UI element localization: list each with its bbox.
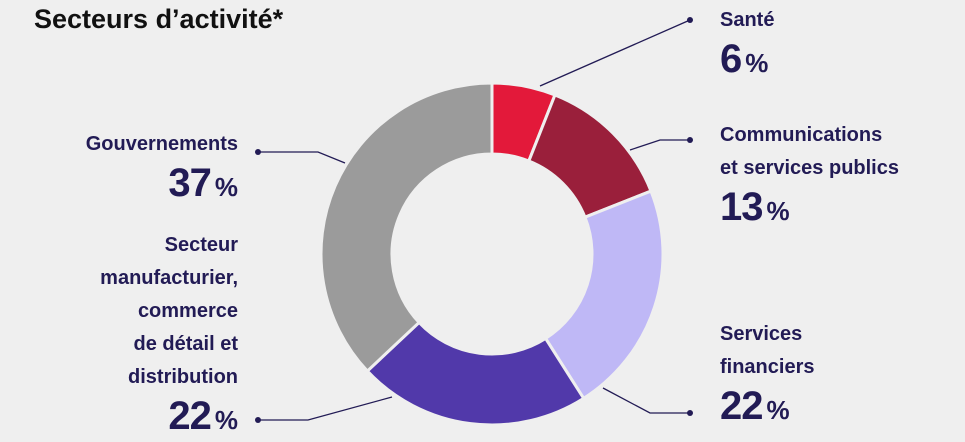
segment-label: Services financiers 22% [720,318,814,432]
leader-dot [255,417,261,423]
value-unit: % [214,405,238,435]
value-unit: % [745,48,769,78]
value-label: 22% [720,384,814,432]
leader-line [602,387,690,414]
value-label: 37% [86,161,238,209]
value-number: 6 [720,37,742,81]
category-label: Secteur manufacturier, commerce de détai… [100,234,238,388]
value-number: 22 [720,384,763,428]
segment-label: Secteur manufacturier, commerce de détai… [100,229,238,442]
leader-lines [255,17,693,423]
value-unit: % [766,196,790,226]
donut-segment [543,189,665,401]
leader-dot [687,410,693,416]
donut-segment [365,320,586,427]
category-label: Services financiers [720,323,815,378]
value-number: 37 [168,161,211,205]
segment-label: Gouvernements 37% [86,128,238,209]
leader-dot [255,149,261,155]
value-label: 6% [720,37,774,85]
value-number: 22 [168,394,211,438]
leader-dot [687,17,693,23]
leader-dot [687,137,693,143]
value-unit: % [766,395,790,425]
category-label: Communications et services publics [720,124,899,179]
leader-line [629,139,690,151]
value-label: 13% [720,185,899,233]
leader-line [258,151,346,164]
value-unit: % [214,172,238,202]
leader-line [258,396,393,421]
chart-title: Secteurs d’activité* [34,4,284,34]
value-label: 22% [100,394,238,442]
value-number: 13 [720,185,763,229]
category-label: Gouvernements [85,133,238,155]
category-label: Santé [720,9,775,31]
segment-label: Santé 6% [720,4,774,85]
donut-segment [319,81,494,374]
segment-label: Communications et services publics 13% [720,119,899,233]
leader-line [539,19,691,87]
